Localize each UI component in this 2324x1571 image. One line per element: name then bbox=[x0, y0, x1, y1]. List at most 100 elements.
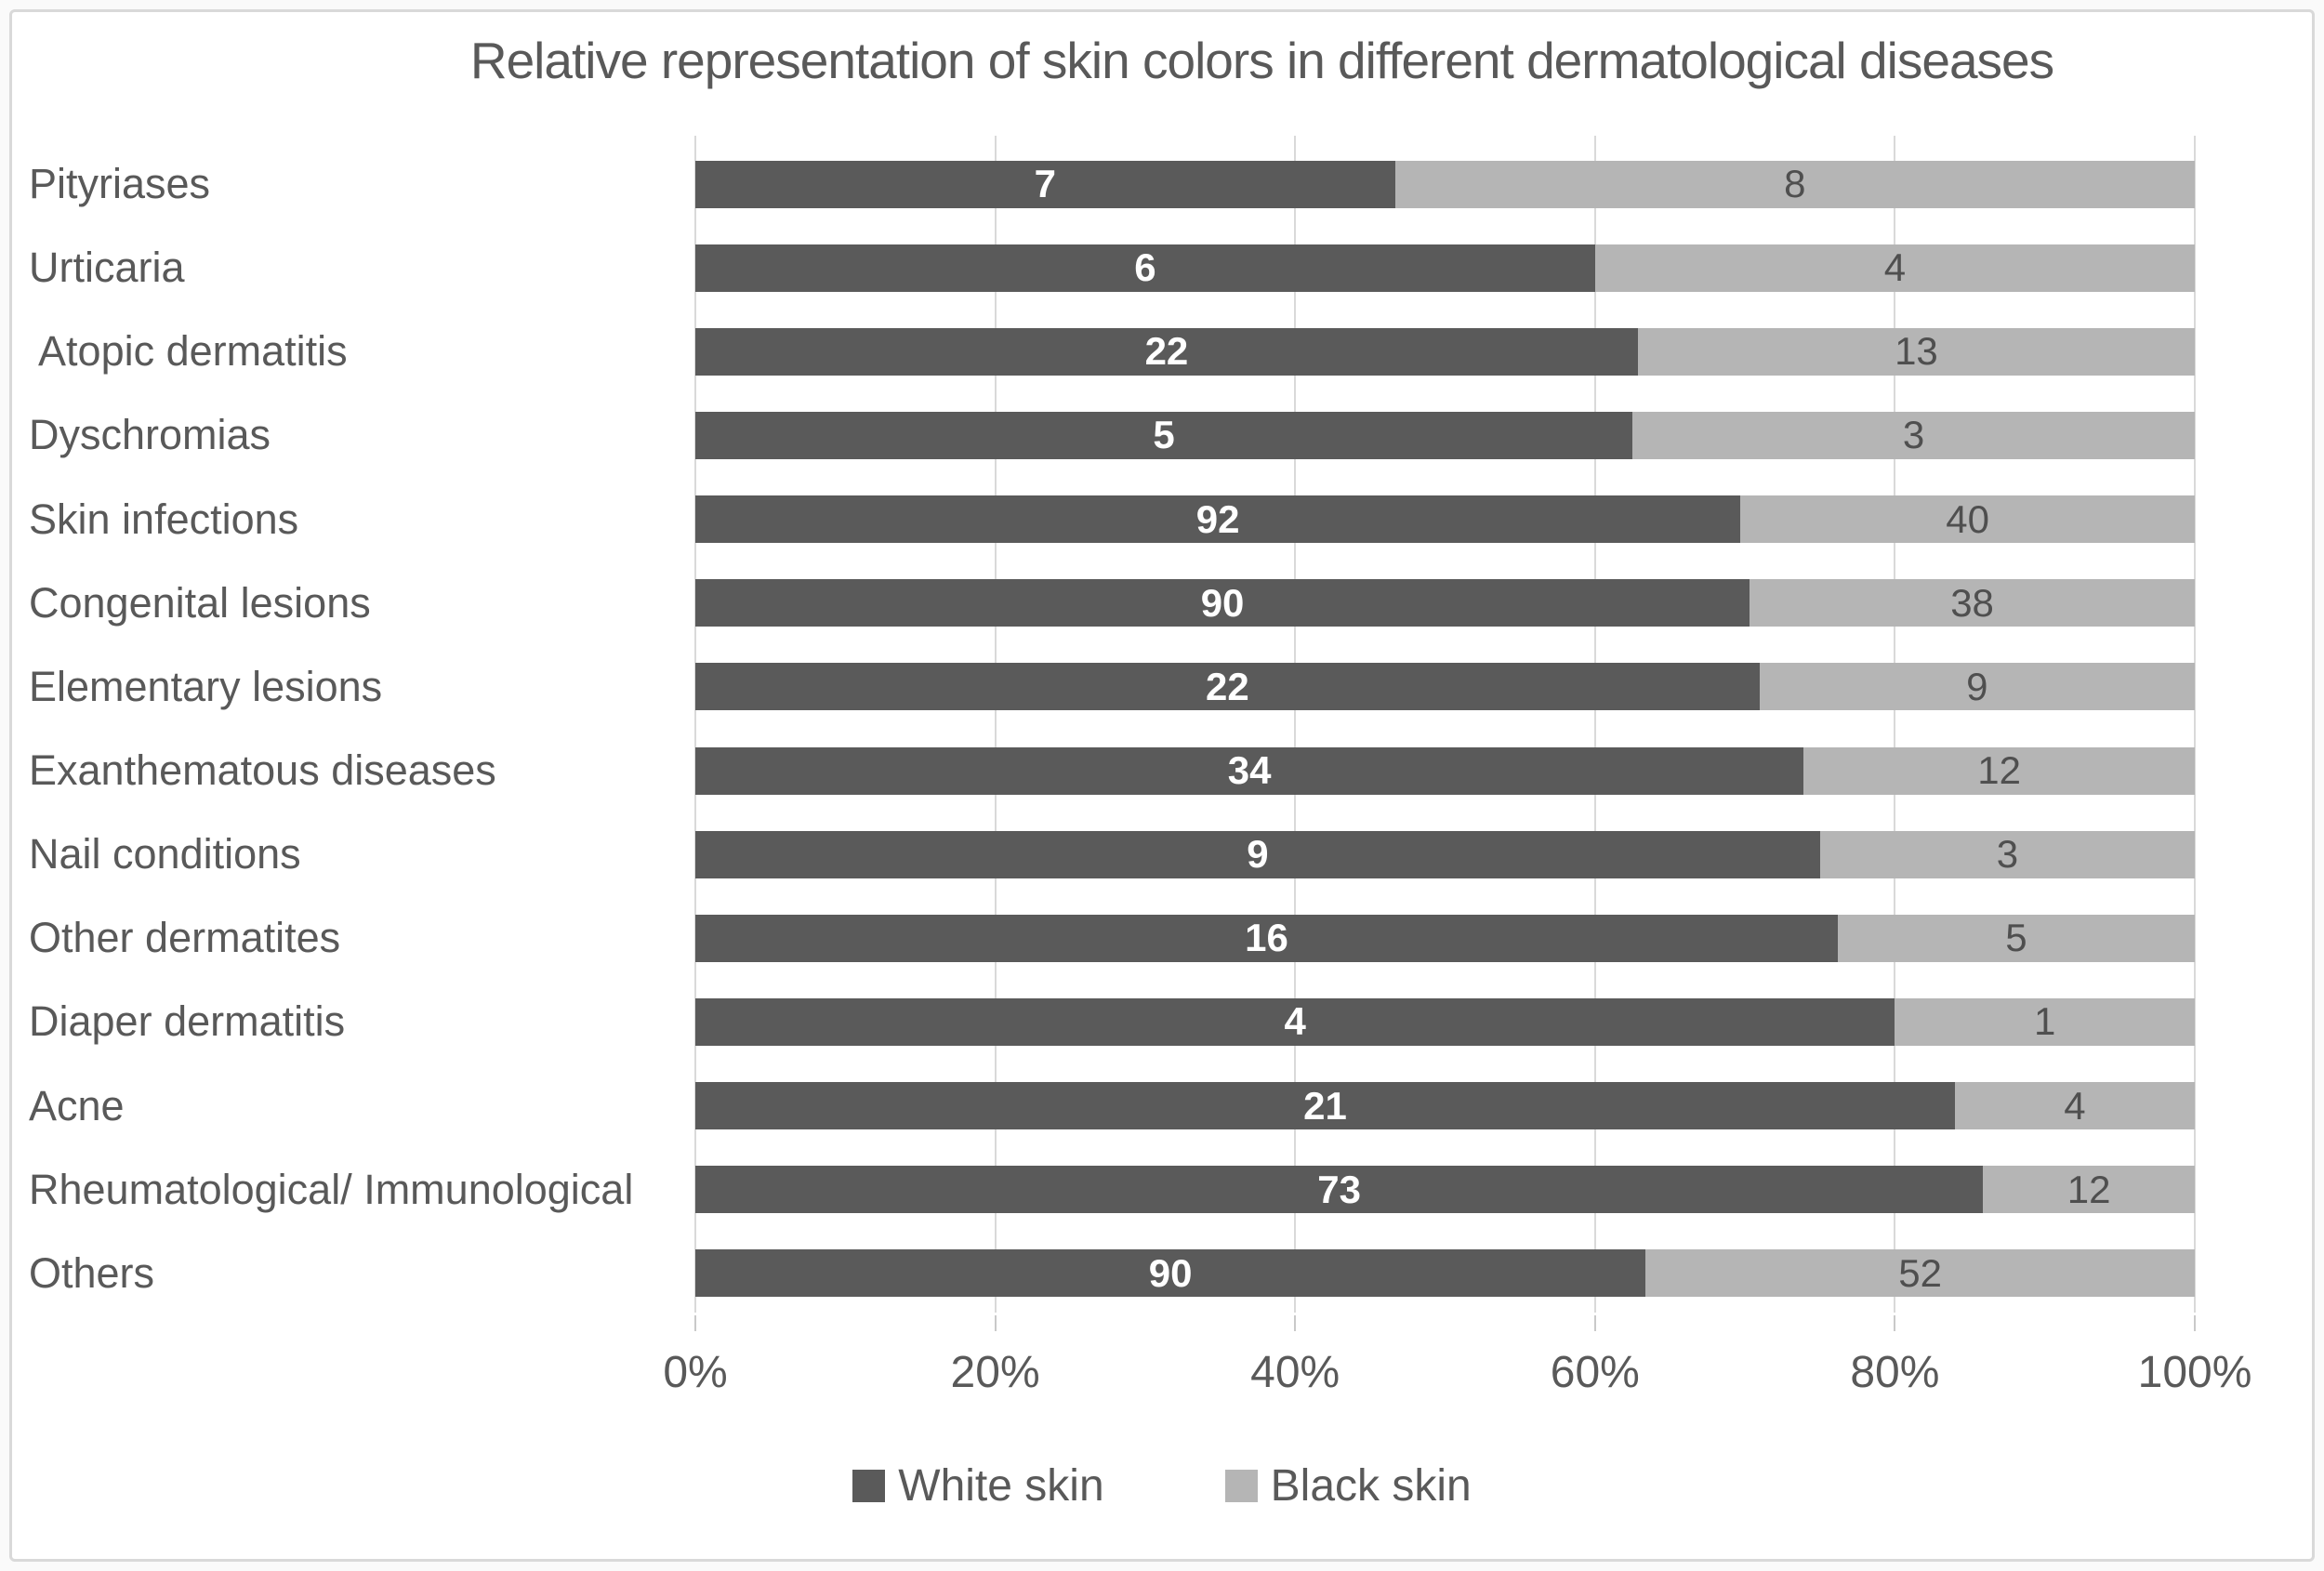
category-label: Skin infections bbox=[29, 495, 299, 543]
legend-swatch-icon bbox=[852, 1470, 886, 1502]
stacked-bar: 22 13 bbox=[695, 327, 2195, 376]
category-label: Rheumatological/ Immunological bbox=[29, 1165, 634, 1213]
bar-segment-black-skin: 12 bbox=[1983, 1166, 2195, 1214]
bar-value-label-black-skin: 52 bbox=[1898, 1250, 1943, 1295]
chart-row: Diaper dermatitis 4 1 bbox=[29, 980, 2195, 1063]
category-label: Urticaria bbox=[29, 244, 185, 292]
x-axis-tick bbox=[1593, 1315, 1596, 1331]
x-axis-tick bbox=[994, 1315, 997, 1331]
bar-value-label-black-skin: 1 bbox=[2034, 999, 2056, 1044]
x-axis-tick bbox=[694, 1315, 696, 1331]
bar-value-label-white-skin: 16 bbox=[1245, 916, 1288, 960]
category-label: Dyschromias bbox=[29, 411, 271, 459]
bar-value-label-white-skin: 4 bbox=[1284, 999, 1306, 1044]
bar-value-label-white-skin: 90 bbox=[1200, 580, 1245, 625]
bar-segment-white-skin: 22 bbox=[695, 663, 1760, 711]
bar-segment-black-skin: 38 bbox=[1750, 579, 2195, 627]
bar-value-label-white-skin: 22 bbox=[1144, 329, 1189, 374]
bar-value-label-black-skin: 3 bbox=[1902, 413, 1925, 457]
bar-rows: Pityriases 7 8 Urticaria 6 4 Atopic dermatiti… bbox=[29, 142, 2195, 1315]
chart-title: Relative representation of skin colors i… bbox=[469, 32, 2054, 89]
stacked-bar: 92 40 bbox=[695, 495, 2195, 544]
bar-value-label-white-skin: 90 bbox=[1148, 1250, 1193, 1295]
bar-value-label-black-skin: 8 bbox=[1784, 162, 1806, 206]
bar-segment-white-skin: 7 bbox=[695, 160, 1395, 208]
legend-swatch-icon bbox=[1224, 1470, 1258, 1502]
bar-segment-white-skin: 6 bbox=[695, 244, 1595, 292]
legend-item: Black skin bbox=[1224, 1460, 1472, 1512]
stacked-bar: 21 4 bbox=[695, 1082, 2195, 1130]
bar-value-label-black-skin: 13 bbox=[1895, 329, 1938, 374]
gridline bbox=[694, 136, 696, 1313]
stacked-bar: 16 5 bbox=[695, 914, 2195, 962]
chart-row: Nail conditions 9 3 bbox=[29, 812, 2195, 896]
chart-row: Acne 21 4 bbox=[29, 1064, 2195, 1148]
x-axis-tick-label: 20% bbox=[950, 1348, 1040, 1397]
bar-segment-white-skin: 92 bbox=[695, 495, 1741, 544]
stacked-bar: 22 9 bbox=[695, 663, 2195, 711]
bar-segment-white-skin: 9 bbox=[695, 830, 1820, 878]
chart-row: Exanthematous diseases 34 12 bbox=[29, 729, 2195, 812]
x-axis-tick-labels: 0% 20% 40% 60% 80% 100% bbox=[663, 1347, 2251, 1405]
bar-segment-white-skin: 90 bbox=[695, 1249, 1646, 1298]
category-label: Exanthematous diseases bbox=[29, 746, 496, 795]
bar-segment-black-skin: 4 bbox=[1954, 1082, 2195, 1130]
bar-value-label-black-skin: 12 bbox=[1977, 748, 2021, 793]
bar-value-label-white-skin: 6 bbox=[1134, 245, 1156, 290]
stacked-bar: 90 38 bbox=[695, 579, 2195, 627]
bar-segment-white-skin: 16 bbox=[695, 914, 1838, 962]
category-label: Elementary lesions bbox=[29, 662, 383, 710]
bar-segment-black-skin: 5 bbox=[1837, 914, 2195, 962]
x-axis-ticks bbox=[694, 1315, 2196, 1331]
bar-segment-white-skin: 73 bbox=[695, 1166, 1984, 1214]
stacked-bar: 34 12 bbox=[695, 746, 2195, 795]
chart-row: Rheumatological/ Immunological 73 12 bbox=[29, 1148, 2195, 1232]
category-label: Atopic dermatitis bbox=[29, 327, 348, 376]
bar-value-label-black-skin: 40 bbox=[1946, 496, 1989, 541]
bar-segment-white-skin: 34 bbox=[695, 746, 1804, 795]
category-label: Pityriases bbox=[29, 160, 211, 208]
bar-value-label-white-skin: 7 bbox=[1034, 162, 1057, 206]
gridline-layer bbox=[694, 136, 2196, 1313]
gridline bbox=[994, 136, 997, 1313]
x-axis-tick bbox=[1894, 1315, 1896, 1331]
bar-segment-white-skin: 22 bbox=[695, 327, 1638, 376]
bar-value-label-black-skin: 5 bbox=[2005, 916, 2027, 960]
bar-value-label-black-skin: 3 bbox=[1996, 832, 2019, 877]
bar-segment-black-skin: 1 bbox=[1895, 997, 2195, 1046]
gridline bbox=[1894, 136, 1896, 1313]
chart-row: Pityriases 7 8 bbox=[29, 142, 2195, 226]
bar-segment-black-skin: 13 bbox=[1637, 327, 2195, 376]
chart-row: Dyschromias 5 3 bbox=[29, 393, 2195, 477]
legend-item: White skin bbox=[852, 1460, 1104, 1512]
chart-row: Skin infections 92 40 bbox=[29, 478, 2195, 561]
category-label: Others bbox=[29, 1248, 155, 1297]
bar-segment-white-skin: 5 bbox=[695, 411, 1633, 459]
bar-value-label-white-skin: 5 bbox=[1153, 413, 1175, 457]
bar-value-label-white-skin: 22 bbox=[1205, 664, 1249, 708]
category-label: Acne bbox=[29, 1081, 125, 1129]
bar-segment-black-skin: 8 bbox=[1394, 160, 2195, 208]
bar-value-label-black-skin: 4 bbox=[1883, 245, 1907, 290]
gridline bbox=[2194, 136, 2196, 1313]
bar-segment-black-skin: 9 bbox=[1759, 663, 2195, 711]
bar-value-label-white-skin: 73 bbox=[1317, 1167, 1361, 1211]
chart-row: Other dermatites 16 5 bbox=[29, 896, 2195, 980]
gridline bbox=[1294, 136, 1297, 1313]
bar-segment-black-skin: 4 bbox=[1594, 244, 2195, 292]
legend-label: White skin bbox=[898, 1461, 1104, 1511]
bar-value-label-white-skin: 21 bbox=[1303, 1083, 1347, 1128]
bar-segment-white-skin: 4 bbox=[695, 997, 1895, 1046]
x-axis-tick-label: 100% bbox=[2137, 1348, 2252, 1397]
chart-figure: Relative representation of skin colors i… bbox=[9, 9, 2315, 1562]
bar-value-label-white-skin: 34 bbox=[1227, 748, 1272, 793]
bar-value-label-white-skin: 92 bbox=[1195, 496, 1240, 541]
chart-row: Urticaria 6 4 bbox=[29, 226, 2195, 310]
chart-row: Elementary lesions 22 9 bbox=[29, 645, 2195, 729]
bar-segment-white-skin: 21 bbox=[695, 1082, 1955, 1130]
